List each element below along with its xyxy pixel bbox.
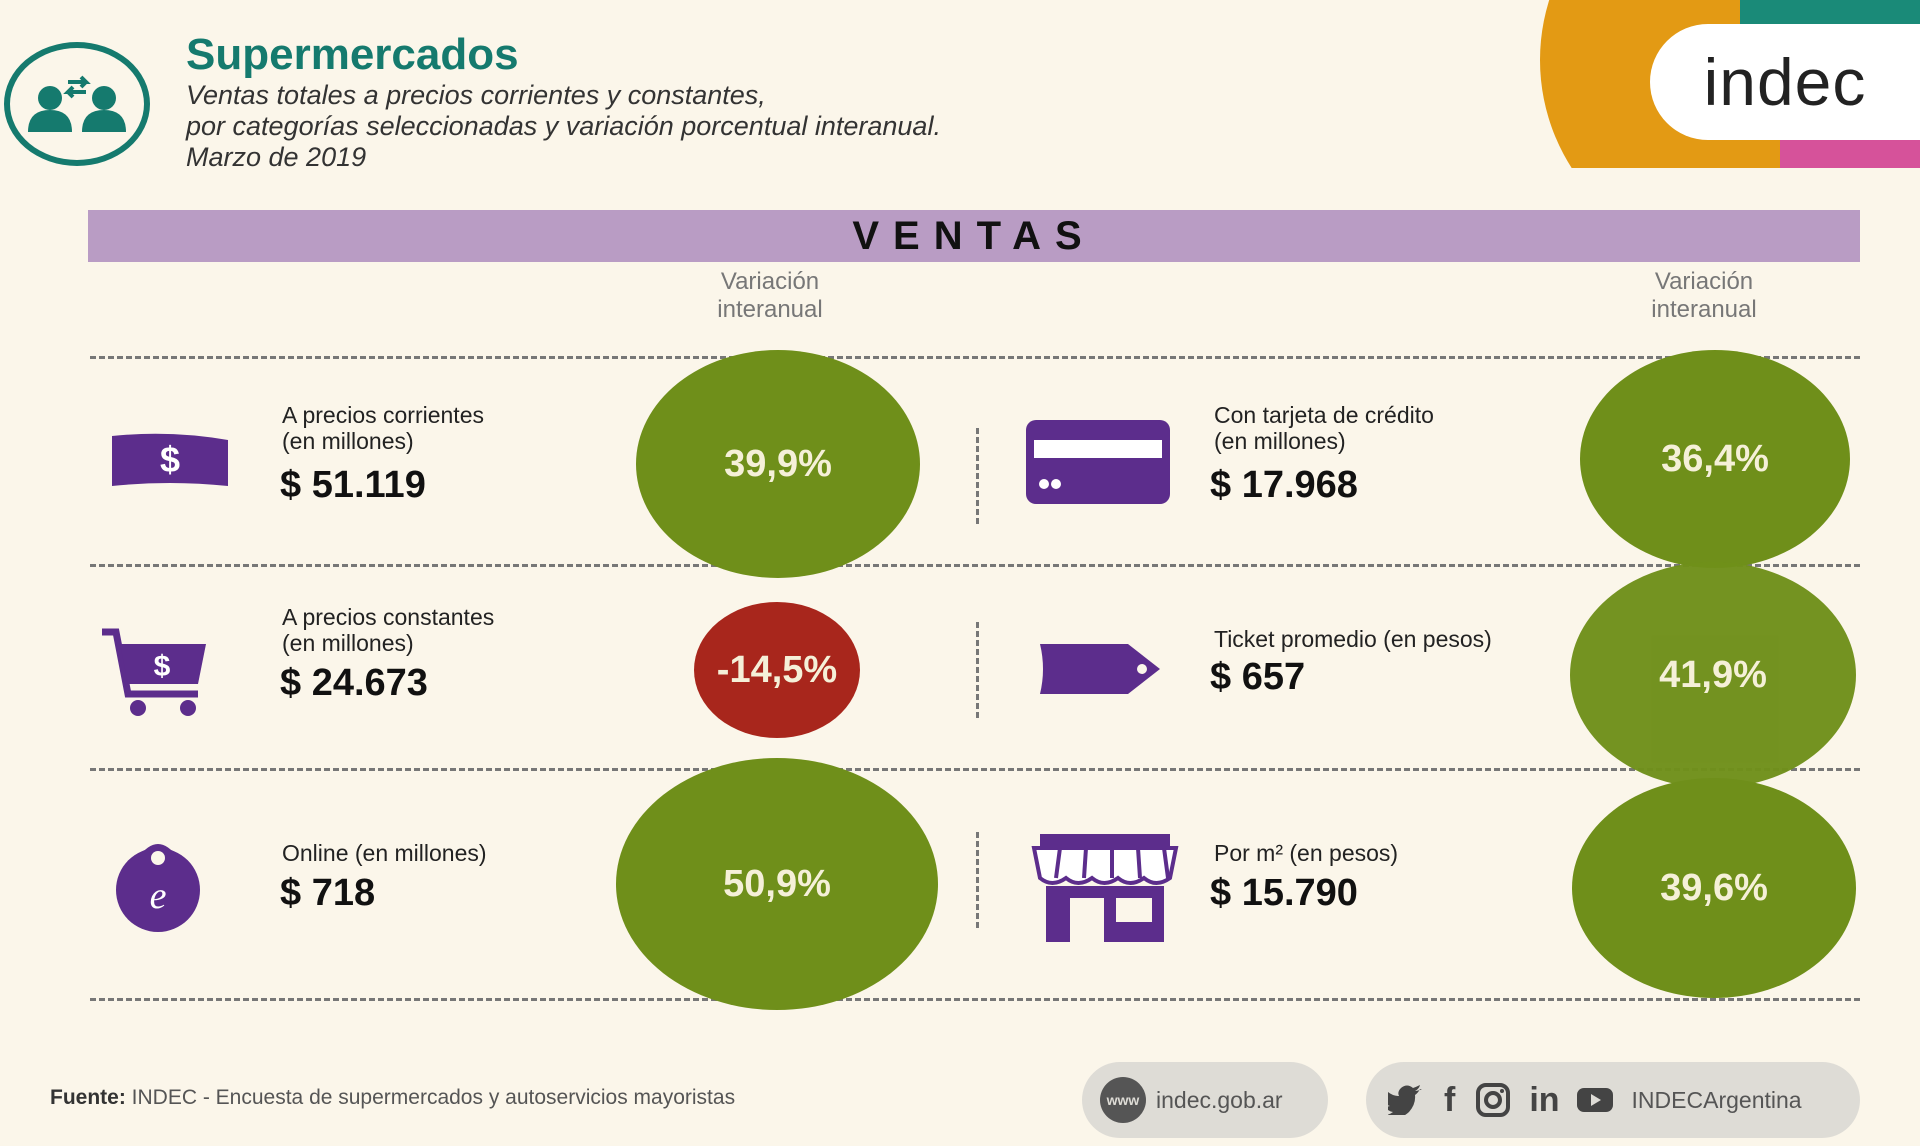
- item-label-line-2: (en millones): [282, 428, 414, 454]
- www-icon: www: [1100, 1077, 1146, 1123]
- youtube-icon[interactable]: [1576, 1086, 1614, 1114]
- linkedin-icon[interactable]: in: [1529, 1080, 1560, 1119]
- people-exchange-logo: [4, 42, 150, 166]
- item-label: Ticket promedio (en pesos): [1214, 626, 1492, 652]
- variation-value: 36,4%: [1661, 437, 1769, 480]
- credit-card-icon: [1026, 420, 1170, 504]
- variation-bubble: 39,6%: [1572, 778, 1856, 998]
- variation-header-line-1: Variación: [1654, 268, 1754, 295]
- subtitle-line-2: por categorías seleccionadas y variación…: [186, 111, 941, 141]
- variation-value: -14,5%: [716, 648, 838, 691]
- column-divider: [976, 832, 979, 928]
- website-label: indec.gob.ar: [1156, 1086, 1283, 1113]
- store-icon: [1031, 834, 1179, 942]
- subtitle-date: Marzo de 2019: [186, 142, 367, 172]
- item-label: A precios constantes (en millones): [282, 604, 494, 656]
- source-label: Fuente:: [50, 1086, 126, 1109]
- item-value: $ 15.790: [1210, 872, 1358, 914]
- variation-value: 41,9%: [1659, 653, 1767, 696]
- variation-header-right: Variación interanual: [1594, 268, 1814, 324]
- section-title-bar: VENTAS: [88, 210, 1860, 262]
- variation-bubble: 36,4%: [1580, 350, 1850, 568]
- item-label-line-2: (en millones): [282, 630, 414, 656]
- variation-value: 39,9%: [724, 442, 832, 485]
- social-links: f in INDECArgentina: [1366, 1062, 1860, 1138]
- online-bag-icon: e: [116, 844, 200, 932]
- page-subtitle: Ventas totales a precios corrientes y co…: [186, 80, 941, 173]
- item-label-line-2: (en millones): [1214, 428, 1346, 454]
- item-value: $ 51.119: [280, 464, 426, 506]
- item-label-line-1: Con tarjeta de crédito: [1214, 402, 1434, 428]
- variation-header-line-1: Variación: [720, 268, 820, 295]
- variation-header-line-2: interanual: [1651, 296, 1757, 323]
- social-handle: INDECArgentina: [1631, 1086, 1802, 1113]
- tag-icon: [1040, 644, 1160, 694]
- item-value: $ 17.968: [1210, 464, 1358, 506]
- item-value: $ 24.673: [280, 662, 428, 704]
- variation-bubble: 39,9%: [636, 350, 920, 578]
- brand-corner: indec: [1500, 0, 1920, 168]
- item-label-line-1: Ticket promedio (en pesos): [1214, 626, 1492, 652]
- column-divider: [976, 622, 979, 718]
- row-divider: [90, 768, 1860, 771]
- source-note: Fuente: INDEC - Encuesta de supermercado…: [50, 1086, 735, 1110]
- row-divider: [90, 356, 1860, 359]
- item-label: A precios corrientes (en millones): [282, 402, 484, 454]
- instagram-icon[interactable]: [1475, 1082, 1511, 1118]
- item-label-line-1: A precios corrientes: [282, 402, 484, 428]
- svg-text:$: $: [154, 650, 171, 683]
- indec-logo[interactable]: indec: [1650, 24, 1920, 140]
- twitter-icon[interactable]: [1388, 1085, 1424, 1115]
- section-title: VENTAS: [852, 213, 1096, 258]
- source-text: INDEC - Encuesta de supermercados y auto…: [131, 1086, 736, 1109]
- item-label: Online (en millones): [282, 840, 487, 866]
- facebook-icon[interactable]: f: [1444, 1080, 1456, 1119]
- item-label-line-1: A precios constantes: [282, 604, 495, 630]
- column-divider: [976, 428, 979, 524]
- cart-icon: $: [102, 628, 206, 716]
- variation-bubble: 41,9%: [1570, 562, 1856, 788]
- people-exchange-icon: [28, 75, 126, 132]
- website-link[interactable]: www indec.gob.ar: [1082, 1062, 1328, 1138]
- bill-icon: $: [112, 433, 228, 486]
- svg-text:e: e: [150, 875, 167, 917]
- page-title: Supermercados: [186, 30, 519, 79]
- variation-bubble: 50,9%: [616, 758, 938, 1010]
- variation-header-line-2: interanual: [717, 296, 823, 323]
- item-label: Por m² (en pesos): [1214, 840, 1398, 866]
- item-label: Con tarjeta de crédito (en millones): [1214, 402, 1434, 454]
- row-divider: [90, 564, 1860, 567]
- variation-value: 39,6%: [1660, 866, 1768, 909]
- subtitle-line-1: Ventas totales a precios corrientes y co…: [186, 80, 766, 110]
- item-value: $ 657: [1210, 656, 1306, 698]
- svg-text:$: $: [160, 439, 180, 480]
- row-divider: [90, 998, 1860, 1001]
- variation-header-left: Variación interanual: [660, 268, 880, 324]
- item-label-line-1: Online (en millones): [282, 840, 487, 866]
- item-label-line-1: Por m² (en pesos): [1214, 840, 1399, 866]
- variation-value: 50,9%: [723, 862, 831, 905]
- item-value: $ 718: [280, 872, 376, 914]
- variation-bubble: -14,5%: [694, 602, 860, 738]
